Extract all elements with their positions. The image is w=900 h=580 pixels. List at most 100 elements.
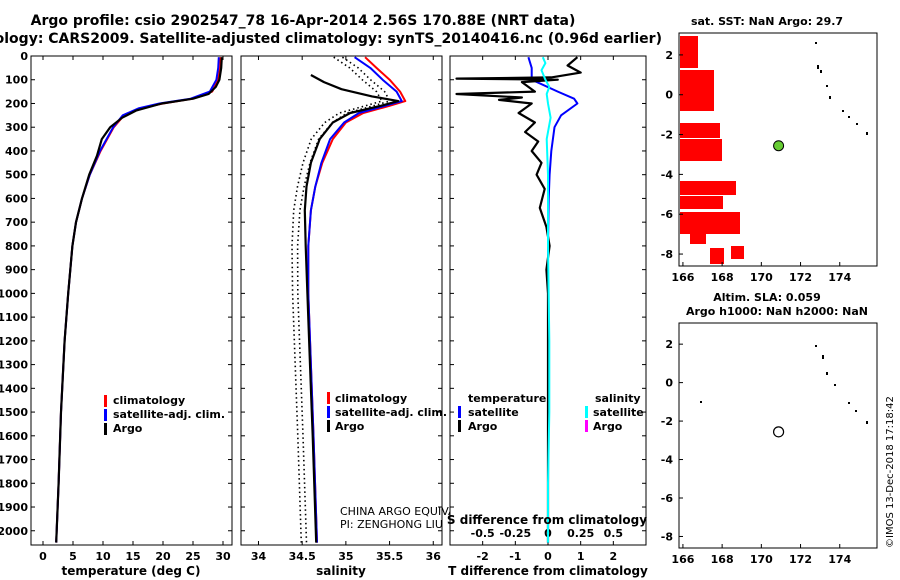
- x-tick-label: 2: [610, 550, 618, 563]
- x2-tick-label: -0.25: [499, 527, 531, 540]
- map-x-tick-label: 172: [789, 553, 812, 566]
- y-tick-label: 1600: [0, 430, 28, 443]
- sla-map-axes: [678, 322, 878, 549]
- salinity-annotation-2: PI: ZENGHONG LIU: [340, 518, 443, 531]
- map-x-tick-label: 166: [671, 271, 694, 284]
- x-tick-label: 30: [215, 550, 231, 563]
- sst-patch: [690, 234, 706, 244]
- difference-xlabel: T difference from climatology: [448, 564, 648, 578]
- y-tick-label: 800: [5, 240, 28, 253]
- legend-temperature-heading: temperature: [468, 392, 546, 405]
- y-tick-label: 1800: [0, 477, 28, 490]
- legend-satellite: satellite-adj. clim.: [335, 406, 447, 419]
- sst-patches: [680, 36, 744, 264]
- sst-patch: [731, 246, 744, 259]
- map-x-tick-label: 168: [711, 553, 734, 566]
- legend-temp-satellite-swatch: [458, 406, 461, 418]
- y-tick-label: 700: [5, 216, 28, 229]
- y-tick-label: 200: [5, 97, 28, 110]
- x-tick-label: 5: [69, 550, 77, 563]
- sst-patch: [680, 123, 720, 138]
- y-tick-label: 1500: [0, 406, 28, 419]
- x-tick-label: 10: [95, 550, 111, 563]
- legend-sal-argo-swatch: [585, 420, 588, 432]
- legend-climatology: climatology: [335, 392, 407, 405]
- map-x-tick-label: 166: [671, 553, 694, 566]
- salinity-legend: climatology satellite-adj. clim. Argo: [327, 392, 447, 433]
- temperature-axes: [30, 55, 233, 546]
- legend-salinity-heading: salinity: [595, 392, 641, 405]
- float-location-marker: [773, 140, 785, 152]
- legend-climatology-swatch: [104, 395, 107, 407]
- map-x-tick-label: 168: [711, 271, 734, 284]
- figure-title-line2: Climatology: CARS2009. Satellite-adjuste…: [0, 31, 662, 47]
- y-tick-label: 900: [5, 264, 28, 277]
- legend-sal-satellite: satellite: [593, 406, 644, 419]
- legend-satellite-swatch: [104, 409, 107, 421]
- legend-temp-satellite: satellite: [468, 406, 519, 419]
- temperature-panel: 0100200300400500600700800900100011001200…: [0, 50, 233, 578]
- sla-map-title-1: Altim. SLA: 0.059: [713, 291, 820, 304]
- sst-patch: [680, 212, 740, 234]
- series-argo: [55, 57, 223, 543]
- sst-patch: [710, 248, 724, 264]
- legend-climatology: climatology: [113, 394, 185, 407]
- float-location-marker: [772, 426, 785, 438]
- legend-sal-argo: Argo: [593, 420, 623, 433]
- salinity-envelope: [296, 56, 392, 543]
- salinity-annotation-1: CHINA ARGO EQUIVALENT: [340, 505, 484, 518]
- y-tick-label: 100: [5, 74, 28, 87]
- y-tick-label: 1400: [0, 382, 28, 395]
- salinity-envelope: [291, 56, 384, 543]
- x-tick-label: 35.5: [376, 550, 403, 563]
- sst-patch: [680, 70, 714, 111]
- x-tick-label: 34.5: [289, 550, 316, 563]
- legend-temp-argo-swatch: [458, 420, 461, 432]
- map-y-tick-label: -4: [661, 454, 674, 467]
- sst-patch: [680, 181, 736, 195]
- x-tick-label: 25: [185, 550, 200, 563]
- salinity-panel: 34 34.5 35 35.5 36 salinity climatology sate…: [240, 55, 484, 578]
- legend-climatology-swatch: [327, 392, 330, 404]
- map-y-tick-label: -4: [661, 168, 674, 181]
- salinity-xlabel: salinity: [316, 564, 366, 578]
- x-tick-label: 20: [155, 550, 171, 563]
- temperature-legend: climatology satellite-adj. clim. Argo: [104, 394, 225, 435]
- map-x-tick-label: 174: [828, 271, 851, 284]
- island-coastline: [700, 345, 868, 424]
- island-coastline: [815, 42, 868, 135]
- temperature-xlabel: temperature (deg C): [62, 564, 201, 578]
- series-salinity-satellite: [540, 56, 552, 543]
- map-y-tick-label: 2: [665, 49, 673, 62]
- map-x-tick-label: 174: [828, 553, 851, 566]
- x2-tick-label: 0.25: [567, 527, 594, 540]
- map-y-tick-label: -6: [661, 208, 674, 221]
- x-tick-label: -2: [477, 550, 489, 563]
- y-tick-label: 2000: [0, 525, 28, 538]
- sla-map-title-2: Argo h1000: NaN h2000: NaN: [686, 305, 868, 318]
- map-y-tick-label: 0: [665, 89, 673, 102]
- y-tick-label: 1100: [0, 311, 28, 324]
- legend-argo: Argo: [335, 420, 365, 433]
- x-tick-label: -1: [509, 550, 521, 563]
- x-tick-label: 1: [577, 550, 585, 563]
- y-tick-label: 1200: [0, 335, 28, 348]
- salinity-axes: [240, 55, 443, 546]
- map-y-tick-label: -2: [661, 129, 673, 142]
- y-tick-label: 1700: [0, 454, 28, 467]
- y-tick-label: 0: [20, 50, 28, 63]
- x-tick-label: 0: [39, 550, 47, 563]
- map-y-tick-label: -8: [661, 248, 673, 261]
- legend-argo-swatch: [104, 423, 107, 435]
- x2-tick-label: -0.5: [471, 527, 495, 540]
- map-y-tick-label: 0: [665, 377, 673, 390]
- series-argo: [303, 74, 400, 543]
- legend-argo: Argo: [113, 422, 143, 435]
- map-y-tick-label: -6: [661, 492, 674, 505]
- map-x-tick-label: 170: [750, 271, 773, 284]
- legend-temp-argo: Argo: [468, 420, 498, 433]
- legend-satellite-swatch: [327, 406, 330, 418]
- x2-tick-label: 0.5: [604, 527, 624, 540]
- legend-argo-swatch: [327, 420, 330, 432]
